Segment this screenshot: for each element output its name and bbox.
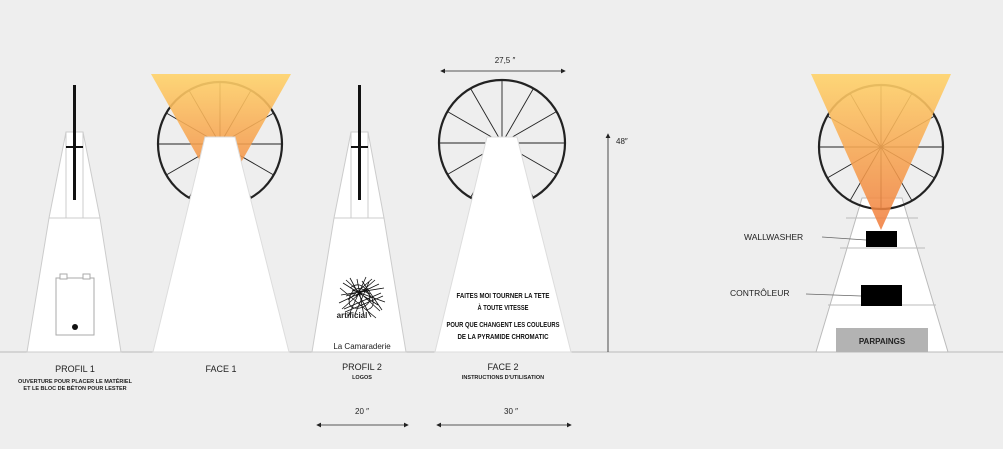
- wallwasher-label: WALLWASHER: [744, 232, 803, 242]
- profil1-view: [26, 85, 122, 353]
- wheel-width-label: 27,5 ″: [495, 56, 516, 65]
- face2-title: FACE 2: [487, 362, 518, 372]
- instruction-line-2: À TOUTE VITESSE: [478, 303, 529, 312]
- instruction-line-4: DE LA PYRAMIDE CHROMATIC: [458, 332, 549, 341]
- logo-text: artificial: [337, 311, 368, 320]
- controleur-label: CONTRÔLEUR: [730, 288, 790, 298]
- profil2-title: PROFIL 2: [342, 362, 382, 372]
- profil1-title: PROFIL 1: [55, 364, 95, 374]
- profile-depth-label: 20 ″: [355, 407, 369, 416]
- brand-text: La Camaraderie: [333, 342, 391, 351]
- instruction-line-1: FAITES MOI TOURNER LA TETE: [457, 291, 550, 300]
- profil2-view: [311, 85, 407, 353]
- section-beam: [811, 74, 951, 230]
- face2-pyramid: [434, 136, 572, 353]
- wallwasher-block: [866, 231, 897, 247]
- dimension-lines: [316, 68, 611, 428]
- artificial-logo-scribble: [338, 276, 386, 319]
- face1-beam: [151, 74, 291, 198]
- face2-view: [434, 78, 572, 353]
- profil1-subtitle-2: ET LE BLOC DE BÉTON POUR LESTER: [23, 384, 126, 392]
- face1-pyramid: [152, 136, 290, 353]
- controleur-block: [861, 285, 902, 306]
- section-view: [805, 74, 951, 353]
- profil2-subtitle: LOGOS: [352, 375, 372, 381]
- face1-view: [151, 74, 291, 353]
- parpaings-label: PARPAINGS: [859, 337, 906, 346]
- parpaings-block: [836, 328, 928, 352]
- height-label: 48″: [616, 137, 628, 146]
- face1-title: FACE 1: [205, 364, 236, 374]
- instruction-line-3: POUR QUE CHANGENT LES COULEURS: [447, 320, 560, 329]
- profil1-subtitle-1: OUVERTURE POUR PLACER LE MATÉRIEL: [18, 377, 133, 385]
- face2-subtitle: INSTRUCTIONS D'UTILISATION: [462, 375, 544, 381]
- face-width-label: 30 ″: [504, 407, 518, 416]
